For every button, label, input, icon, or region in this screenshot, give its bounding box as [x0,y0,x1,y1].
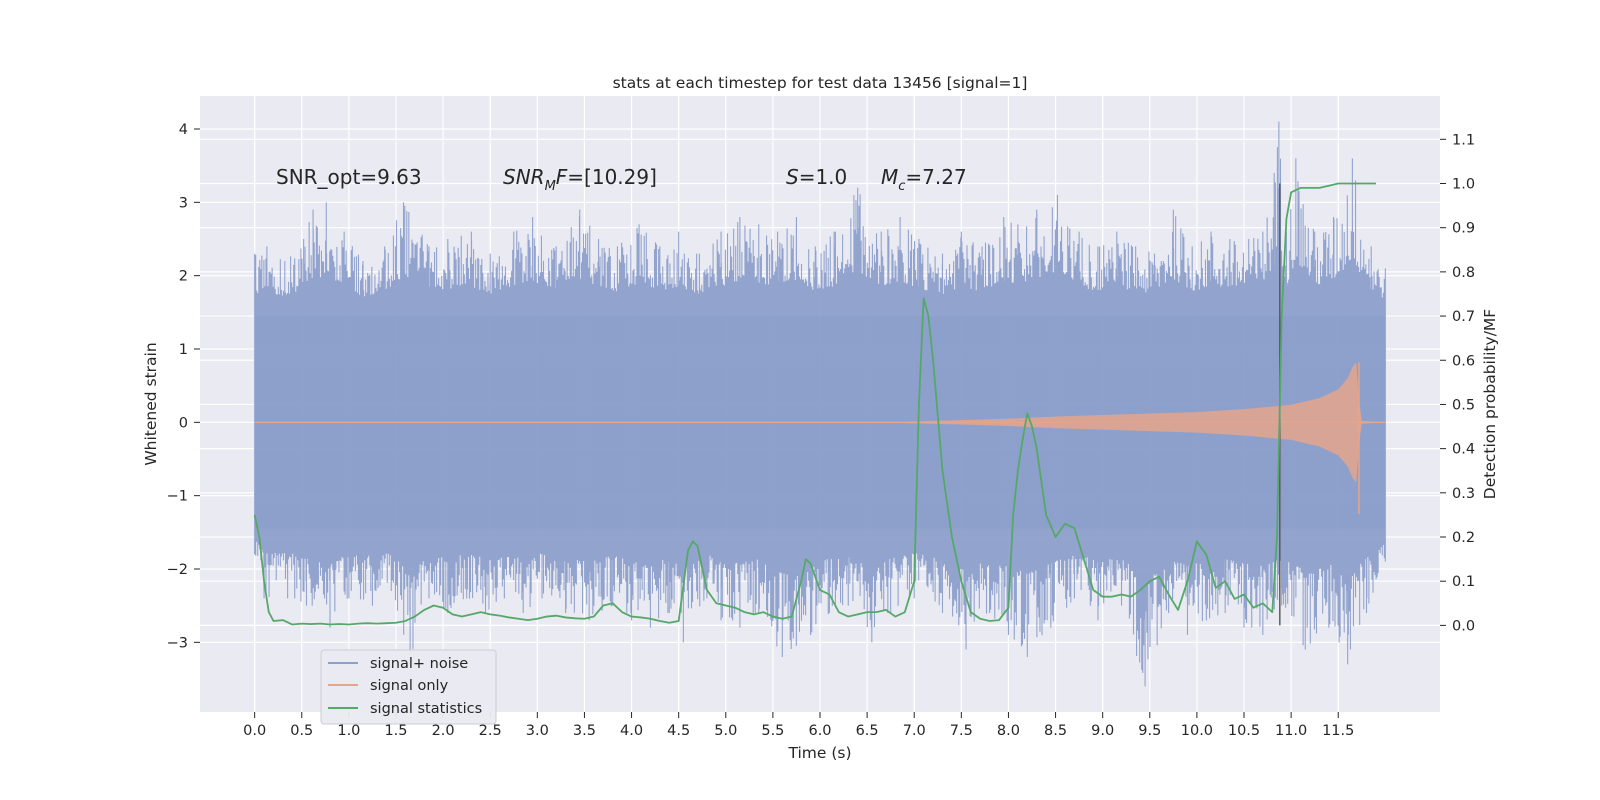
series-signal-statistics [253,182,1376,626]
y2-tick-label: 0.4 [1452,442,1475,458]
x-tick-label: 3.5 [573,723,596,739]
annotation-snr-opt: SNR_opt=9.63 [276,165,422,189]
legend: signal+ noise signal only signal statist… [320,649,497,725]
x-tick-label: 11.0 [1275,723,1307,739]
y2-tick-label: 0.7 [1452,309,1475,325]
x-tick-label: 10.0 [1181,723,1213,739]
x-tick-label: 5.0 [714,723,737,739]
chart-title: stats at each timestep for test data 134… [613,74,1028,92]
x-tick-label: 0.5 [290,723,313,739]
y-tick-label: 1 [179,342,188,358]
annotation-snr-mf-rest-f: F [556,165,568,189]
annotation-s-rest: =1.0 [799,165,848,189]
y-tick-label: −1 [167,489,188,505]
y2-tick-label: 0.3 [1452,486,1475,502]
annotation-mc: Mc=7.27 [881,165,967,194]
y2-tick-label: 0.2 [1452,530,1475,546]
y-tick-label: −3 [167,635,188,651]
x-tick-label: 9.0 [1091,723,1114,739]
x-axis-label: Time (s) [787,744,851,762]
annotation-snr-mf-rest: =[10.29] [567,165,657,189]
y-tick-label: −2 [167,562,188,578]
x-tick-label: 3.0 [526,723,549,739]
x-tick-label: 5.5 [761,723,784,739]
legend-label-signal-noise: signal+ noise [370,656,468,672]
annotation-s-main: S [786,165,799,189]
y-tick-label: 3 [179,195,188,211]
x-tick-label: 10.5 [1228,723,1260,739]
legend-label-signal-only: signal only [370,678,449,694]
y-tick-label: 2 [179,269,188,285]
signal-chirp [904,362,1386,483]
y2-axis-label: Detection probability/MF [1481,309,1499,500]
x-tick-label: 6.5 [856,723,879,739]
y2-tick-label: 0.8 [1452,265,1475,281]
x-tick-label: 2.5 [479,723,502,739]
annotation-snr-mf: SNRMF=[10.29] [503,165,657,194]
legend-label-signal-statistics: signal statistics [370,701,482,717]
x-tick-label: 7.0 [903,723,926,739]
y-axis-label: Whitened strain [142,342,160,465]
x-tick-label: 8.0 [997,723,1020,739]
x-tick-label: 2.0 [432,723,455,739]
legend-box [320,649,497,725]
annotation-snr-mf-sub: M [545,179,556,194]
x-tick-label: 0.0 [243,723,266,739]
y2-tick-label: 1.1 [1452,132,1475,148]
statistics-line [253,182,1376,626]
x-tick-label: 9.5 [1138,723,1161,739]
y2-tick-label: 0.9 [1452,221,1475,237]
x-tick-label: 6.0 [808,723,831,739]
y2-tick-label: 0.6 [1452,353,1475,369]
y2-tick-label: 0.1 [1452,574,1475,590]
annotation-s: S=1.0 [786,165,847,189]
annotation-mc-main: M [881,165,898,189]
axis-ticks: 0.0 0.5 1.0 1.5 2.0 2.5 3.0 3.5 4.0 4.5 5.0 5.5 6.0 6… [167,122,1475,739]
x-tick-label: 1.5 [384,723,407,739]
x-tick-label: 4.5 [667,723,690,739]
y-tick-label: 4 [179,122,188,138]
x-tick-label: 11.5 [1322,723,1354,739]
y2-tick-label: 1.0 [1452,176,1475,192]
x-tick-label: 7.5 [950,723,973,739]
annotation-snr-mf-main: SNR [503,165,545,189]
annotation-mc-rest: =7.27 [905,165,966,189]
x-tick-label: 1.0 [337,723,360,739]
annotation-mc-sub: c [898,179,905,194]
x-tick-label: 8.5 [1044,723,1067,739]
x-tick-label: 4.0 [620,723,643,739]
y-tick-label: 0 [179,415,188,431]
plot-marks [253,121,1386,687]
y2-tick-label: 0.0 [1452,618,1475,634]
series-signal-only [254,362,1386,514]
y2-tick-label: 0.5 [1452,397,1475,413]
